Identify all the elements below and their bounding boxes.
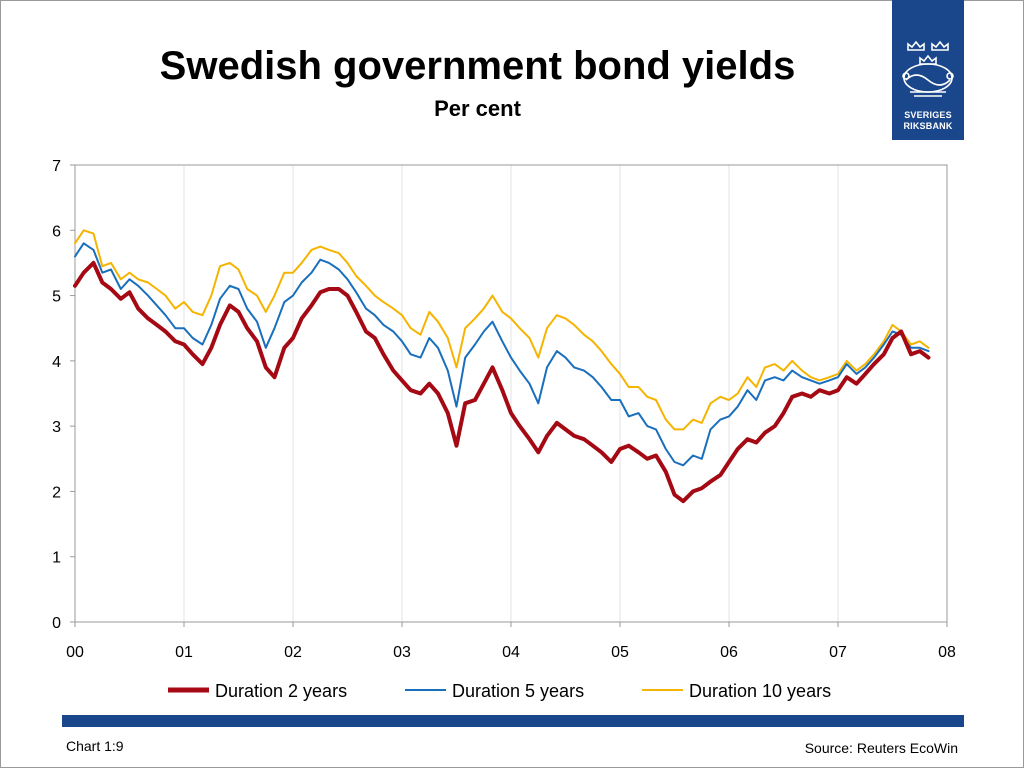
series-line-duration-10-years xyxy=(74,229,930,431)
y-tick-label: 6 xyxy=(52,223,61,240)
y-tick-label: 4 xyxy=(52,354,61,371)
chart-subtitle: Per cent xyxy=(434,96,521,121)
x-tick-label: 06 xyxy=(720,644,738,661)
logo-text-line1: SVERIGES xyxy=(904,110,952,120)
riksbank-logo: SVERIGES RIKSBANK xyxy=(892,0,964,140)
series-line-duration-5-years xyxy=(74,242,930,467)
legend-label: Duration 5 years xyxy=(452,681,584,701)
y-tick-label: 5 xyxy=(52,289,61,306)
legend-label: Duration 10 years xyxy=(689,681,831,701)
x-tick-label: 07 xyxy=(829,644,847,661)
x-tick-label: 08 xyxy=(938,644,956,661)
footer-bar xyxy=(62,715,964,727)
logo-text-line2: RIKSBANK xyxy=(903,121,953,131)
grid-lines xyxy=(183,165,839,622)
y-tick-label: 7 xyxy=(52,158,61,175)
y-tick-label: 3 xyxy=(52,419,61,436)
x-tick-label: 01 xyxy=(175,644,193,661)
y-tick-label: 2 xyxy=(52,484,61,501)
x-tick-label: 05 xyxy=(611,644,629,661)
source-note: Source: Reuters EcoWin xyxy=(804,740,958,756)
x-tick-label: 00 xyxy=(66,644,84,661)
y-tick-label: 0 xyxy=(52,615,61,632)
x-tick-label: 03 xyxy=(393,644,411,661)
series-lines xyxy=(73,229,931,504)
x-tick-label: 04 xyxy=(502,644,520,661)
series-line-duration-2-years xyxy=(73,260,931,504)
y-tick-label: 1 xyxy=(52,550,61,567)
x-tick-label: 02 xyxy=(284,644,302,661)
legend: Duration 2 years Duration 5 years Duration… xyxy=(168,681,831,701)
chart-number: Chart 1:9 xyxy=(66,738,124,754)
chart-title: Swedish government bond yields xyxy=(159,44,796,88)
legend-label: Duration 2 years xyxy=(215,681,347,701)
riksbank-emblem-icon xyxy=(902,40,954,97)
